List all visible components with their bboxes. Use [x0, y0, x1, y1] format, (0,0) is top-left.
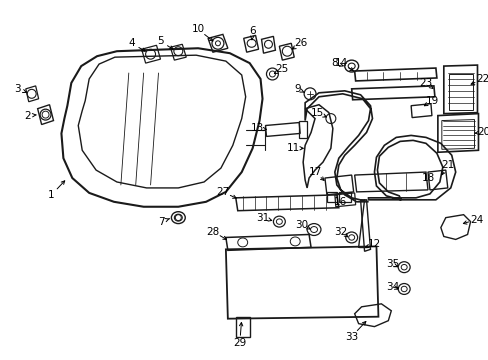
Text: 8: 8	[331, 58, 338, 68]
Text: 14: 14	[334, 58, 347, 68]
Text: 22: 22	[475, 74, 488, 84]
Text: 6: 6	[249, 26, 255, 36]
Text: 21: 21	[440, 160, 453, 170]
Text: 35: 35	[385, 259, 398, 269]
Text: 30: 30	[295, 220, 308, 230]
Text: 32: 32	[333, 226, 346, 237]
Text: 9: 9	[293, 84, 300, 94]
Text: 2: 2	[24, 111, 31, 121]
Text: 11: 11	[286, 143, 299, 153]
Text: 25: 25	[275, 64, 288, 74]
Text: 24: 24	[469, 215, 482, 225]
Text: 34: 34	[385, 282, 398, 292]
Text: 20: 20	[476, 127, 488, 138]
Text: 5: 5	[157, 36, 163, 46]
Text: 26: 26	[294, 38, 307, 48]
Text: 23: 23	[419, 78, 432, 88]
Text: 17: 17	[308, 167, 321, 177]
Text: 12: 12	[367, 239, 380, 249]
Text: 4: 4	[128, 38, 135, 48]
Text: 18: 18	[421, 173, 434, 183]
Text: 1: 1	[48, 190, 55, 200]
Text: 28: 28	[206, 226, 219, 237]
Text: 15: 15	[310, 108, 323, 118]
Text: 13: 13	[250, 123, 264, 134]
Text: 27: 27	[216, 187, 229, 197]
Text: 10: 10	[191, 24, 204, 35]
Text: 3: 3	[15, 84, 21, 94]
Text: 31: 31	[255, 213, 268, 222]
Text: 33: 33	[345, 332, 358, 342]
Text: 16: 16	[333, 197, 346, 207]
Text: 29: 29	[233, 338, 246, 348]
Text: 7: 7	[158, 217, 164, 226]
Text: 19: 19	[426, 96, 439, 106]
